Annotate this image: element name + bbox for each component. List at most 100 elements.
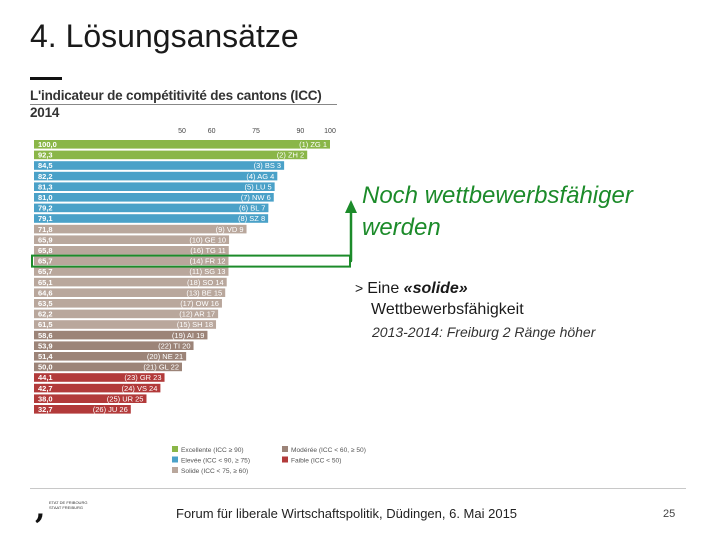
bar-value-label: 81,0 — [38, 193, 53, 202]
bar-value-label: 100,0 — [38, 140, 57, 149]
bar — [34, 267, 229, 276]
bar-canton-label: (18) SO 14 — [187, 278, 224, 287]
bar-canton-label: (6) BL 7 — [239, 204, 265, 213]
bar-value-label: 65,8 — [38, 246, 53, 255]
callout-title: Noch wettbewerbsfähiger werden — [362, 180, 633, 244]
x-tick-label: 75 — [252, 128, 260, 135]
bullet-item: > Eine «solide» Wettbewerbsfähigkeit — [355, 277, 524, 318]
bar-canton-label: (21) GL 22 — [143, 363, 179, 372]
callout-title-line2: werden — [362, 214, 441, 241]
bar-canton-label: (24) VS 24 — [122, 384, 158, 393]
bar-value-label: 62,2 — [38, 310, 53, 319]
bar — [34, 362, 182, 372]
bar-canton-label: (1) ZG 1 — [299, 140, 327, 149]
bar-canton-label: (8) SZ 8 — [238, 214, 265, 223]
bar — [34, 320, 217, 329]
bar-value-label: 51,4 — [38, 352, 53, 361]
bar — [34, 214, 269, 223]
legend-label: Elevée (ICC < 90, ≥ 75) — [181, 458, 250, 465]
footer-text: Forum für liberale Wirtschaftspolitik, D… — [176, 506, 518, 521]
arrow-up-icon — [345, 200, 357, 213]
legend-swatch — [282, 446, 288, 452]
bar-canton-label: (17) OW 16 — [180, 299, 219, 308]
bar-value-label: 82,2 — [38, 172, 53, 181]
logo-line1: ETAT DE FRIBOURG — [49, 500, 88, 505]
bar-value-label: 64,6 — [38, 288, 53, 297]
bar-value-label: 32,7 — [38, 405, 53, 414]
bar-value-label: 61,5 — [38, 320, 53, 329]
bullet-subnote: 2013-2014: Freiburg 2 Ränge höher — [372, 324, 596, 340]
bar-value-label: 53,9 — [38, 341, 53, 350]
bar — [34, 383, 161, 393]
legend-label: Faible (ICC < 50) — [291, 458, 341, 465]
callout-title-line1: Noch wettbewerbsfähiger — [362, 182, 633, 209]
bar-canton-label: (9) VD 9 — [216, 225, 244, 234]
bar-value-label: 84,5 — [38, 161, 53, 170]
bar-canton-label: (20) NE 21 — [147, 352, 183, 361]
x-tick-label: 60 — [208, 128, 216, 135]
bar-canton-label: (23) GR 23 — [124, 373, 161, 382]
bar-canton-label: (12) AR 17 — [179, 310, 215, 319]
legend-label: Excellente (ICC ≥ 90) — [181, 447, 244, 454]
bar-canton-label: (22) TI 20 — [158, 341, 190, 350]
page-number: 25 — [663, 508, 676, 520]
bar-value-label: 79,2 — [38, 204, 53, 213]
bar-canton-label: (11) SG 13 — [189, 267, 225, 276]
bar-value-label: 92,3 — [38, 151, 53, 160]
x-tick-label: 50 — [178, 128, 186, 135]
bar — [34, 235, 230, 244]
bar — [34, 150, 308, 160]
x-tick-label: 100 — [324, 128, 336, 135]
bar — [34, 140, 330, 149]
bullet-emphasis: «solide» — [403, 280, 468, 297]
chart-subtitle: 2014 — [30, 105, 60, 120]
bar — [34, 193, 274, 202]
bullet-prefix: Eine — [367, 280, 400, 297]
bullet-line2: Wettbewerbsfähigkeit — [371, 301, 524, 318]
bar-canton-label: (19) AI 19 — [172, 331, 205, 340]
bar-canton-label: (14) FR 12 — [190, 257, 226, 266]
bar-canton-label: (13) BE 15 — [186, 288, 222, 297]
bar — [34, 256, 229, 266]
bar-value-label: 58,6 — [38, 331, 53, 340]
bar — [34, 341, 194, 350]
bar-value-label: 44,1 — [38, 373, 53, 382]
bar — [34, 161, 285, 170]
bar-canton-label: (15) SH 18 — [177, 320, 213, 329]
logo-line2: STAAT FREIBURG — [49, 505, 84, 510]
bar — [34, 224, 247, 234]
footer-rule — [30, 488, 686, 489]
bar-value-label: 42,7 — [38, 384, 53, 393]
bar-value-label: 63,5 — [38, 299, 53, 308]
bar — [34, 277, 227, 287]
bar-value-label: 65,9 — [38, 235, 53, 244]
bar — [34, 171, 278, 181]
bar — [34, 373, 165, 382]
bar-canton-label: (25) UR 25 — [107, 394, 144, 403]
legend-swatch — [172, 446, 178, 452]
legend-label: Solide (ICC < 75, ≥ 60) — [181, 468, 248, 475]
bullet-marker: > — [355, 280, 364, 296]
bar-value-label: 65,7 — [38, 257, 53, 266]
legend-swatch — [172, 456, 178, 463]
slide-title: 4. Lösungsansätze — [30, 18, 299, 54]
bar-value-label: 79,1 — [38, 214, 53, 223]
bar-value-label: 65,1 — [38, 278, 53, 287]
chart-title: L'indicateur de compétitivité des canton… — [30, 87, 322, 121]
x-tick-label: 90 — [297, 128, 305, 135]
chart-title-rule — [30, 104, 337, 105]
bar — [34, 309, 219, 319]
bar-canton-label: (2) ZH 2 — [277, 151, 305, 160]
bar-canton-label: (5) LU 5 — [245, 182, 272, 191]
bar — [34, 352, 187, 361]
canton-logo-text: ETAT DE FRIBOURG STAAT FREIBURG — [49, 500, 87, 510]
bar — [34, 288, 226, 297]
bar-canton-label: (10) GE 10 — [189, 235, 226, 244]
bar-canton-label: (3) BS 3 — [254, 161, 282, 170]
canton-logo-mark: , — [35, 491, 46, 526]
bar-value-label: 65,7 — [38, 267, 53, 276]
bar — [34, 182, 275, 191]
bar — [34, 203, 269, 213]
